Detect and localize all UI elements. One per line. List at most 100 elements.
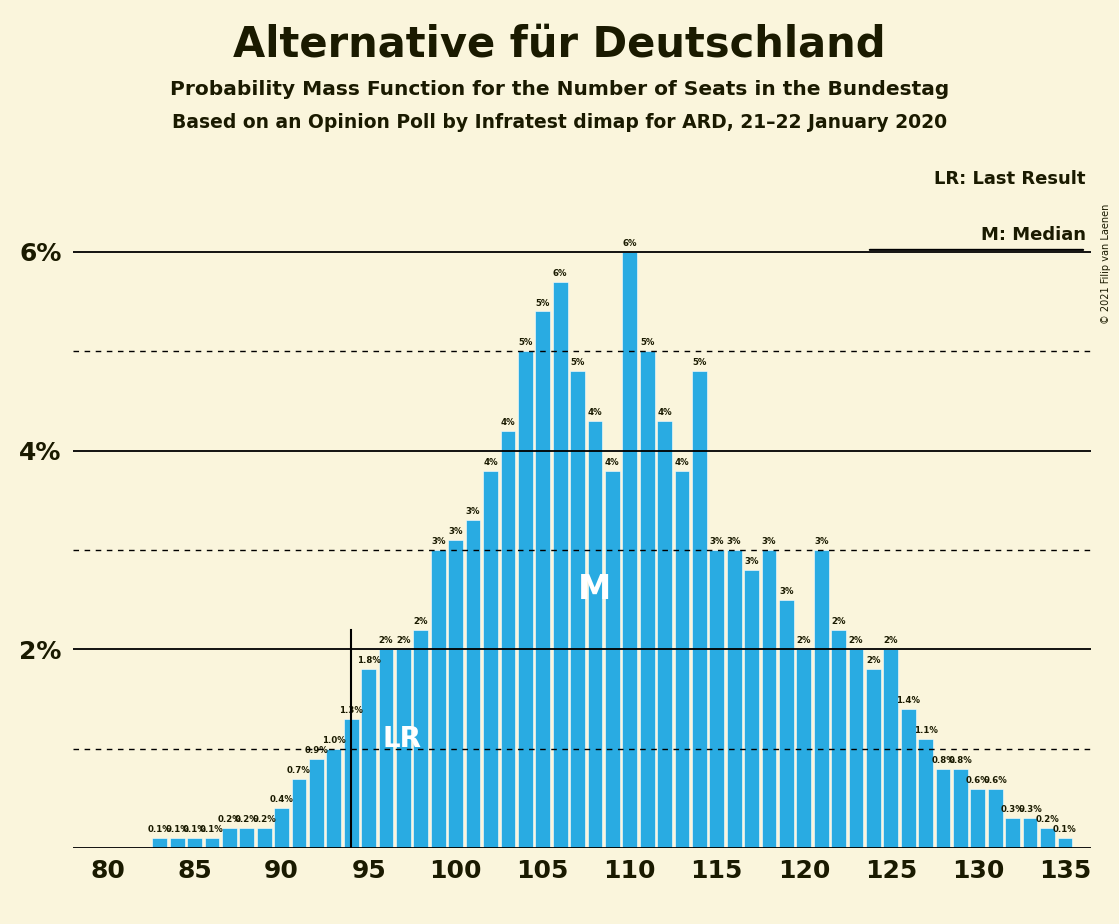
- Text: 1.3%: 1.3%: [339, 706, 364, 715]
- Text: 0.1%: 0.1%: [166, 825, 189, 834]
- Text: 6%: 6%: [553, 269, 567, 278]
- Text: 3%: 3%: [431, 537, 445, 546]
- Bar: [344, 719, 358, 848]
- Bar: [587, 420, 602, 848]
- Text: 0.8%: 0.8%: [949, 756, 972, 765]
- Text: 4%: 4%: [483, 457, 498, 467]
- Bar: [570, 371, 585, 848]
- Bar: [327, 748, 341, 848]
- Text: Probability Mass Function for the Number of Seats in the Bundestag: Probability Mass Function for the Number…: [170, 80, 949, 100]
- Bar: [256, 828, 272, 848]
- Bar: [953, 769, 968, 848]
- Bar: [622, 252, 637, 848]
- Bar: [831, 629, 846, 848]
- Bar: [431, 550, 445, 848]
- Bar: [396, 650, 411, 848]
- Bar: [883, 650, 899, 848]
- Bar: [779, 600, 793, 848]
- Bar: [292, 779, 307, 848]
- Bar: [692, 371, 707, 848]
- Text: 0.6%: 0.6%: [984, 775, 1007, 784]
- Bar: [413, 629, 429, 848]
- Bar: [535, 311, 551, 848]
- Bar: [1040, 828, 1055, 848]
- Bar: [553, 282, 567, 848]
- Text: M: M: [579, 573, 612, 606]
- Text: 0.6%: 0.6%: [966, 775, 990, 784]
- Bar: [726, 550, 742, 848]
- Bar: [901, 709, 915, 848]
- Bar: [1023, 819, 1037, 848]
- Text: 0.2%: 0.2%: [217, 815, 242, 824]
- Bar: [1057, 838, 1072, 848]
- Text: 3%: 3%: [814, 537, 828, 546]
- Text: 4%: 4%: [657, 407, 671, 417]
- Text: 1.4%: 1.4%: [896, 696, 920, 705]
- Text: M: Median: M: Median: [981, 225, 1085, 244]
- Bar: [848, 650, 864, 848]
- Text: 1.8%: 1.8%: [357, 656, 380, 665]
- Bar: [866, 669, 881, 848]
- Bar: [744, 570, 759, 848]
- Text: 0.1%: 0.1%: [1053, 825, 1076, 834]
- Text: 0.8%: 0.8%: [931, 756, 955, 765]
- Bar: [466, 520, 480, 848]
- Bar: [797, 650, 811, 848]
- Bar: [361, 669, 376, 848]
- Text: 2%: 2%: [396, 637, 411, 646]
- Text: 4%: 4%: [587, 407, 602, 417]
- Bar: [239, 828, 254, 848]
- Text: 4%: 4%: [675, 457, 689, 467]
- Bar: [187, 838, 201, 848]
- Bar: [152, 838, 167, 848]
- Text: 5%: 5%: [518, 338, 533, 347]
- Text: 0.2%: 0.2%: [1035, 815, 1060, 824]
- Text: 2%: 2%: [831, 616, 846, 626]
- Bar: [170, 838, 185, 848]
- Text: 2%: 2%: [866, 656, 881, 665]
- Text: 5%: 5%: [693, 359, 706, 367]
- Bar: [309, 759, 323, 848]
- Text: Alternative für Deutschland: Alternative für Deutschland: [233, 23, 886, 65]
- Text: 3%: 3%: [466, 507, 480, 517]
- Bar: [935, 769, 950, 848]
- Text: 3%: 3%: [779, 587, 793, 596]
- Bar: [222, 828, 237, 848]
- Bar: [919, 739, 933, 848]
- Text: 2%: 2%: [379, 637, 393, 646]
- Text: 5%: 5%: [640, 338, 655, 347]
- Bar: [640, 351, 655, 848]
- Text: 0.1%: 0.1%: [148, 825, 171, 834]
- Text: 1.0%: 1.0%: [322, 736, 346, 745]
- Text: 3%: 3%: [727, 537, 742, 546]
- Bar: [378, 650, 394, 848]
- Bar: [814, 550, 828, 848]
- Bar: [518, 351, 533, 848]
- Text: 0.4%: 0.4%: [270, 796, 293, 805]
- Text: © 2021 Filip van Laenen: © 2021 Filip van Laenen: [1101, 203, 1110, 323]
- Text: 2%: 2%: [849, 637, 863, 646]
- Text: 0.3%: 0.3%: [1018, 806, 1042, 814]
- Bar: [762, 550, 777, 848]
- Text: 5%: 5%: [536, 298, 549, 308]
- Text: 2%: 2%: [884, 637, 899, 646]
- Text: 3%: 3%: [449, 527, 463, 536]
- Text: 2%: 2%: [797, 637, 811, 646]
- Bar: [657, 420, 671, 848]
- Bar: [205, 838, 219, 848]
- Text: 0.7%: 0.7%: [288, 766, 311, 774]
- Text: 0.2%: 0.2%: [252, 815, 276, 824]
- Text: 5%: 5%: [571, 359, 585, 367]
- Text: 0.9%: 0.9%: [304, 746, 328, 755]
- Bar: [988, 788, 1003, 848]
- Bar: [449, 541, 463, 848]
- Text: 3%: 3%: [762, 537, 777, 546]
- Text: LR: LR: [383, 725, 422, 753]
- Bar: [500, 431, 515, 848]
- Text: 0.2%: 0.2%: [235, 815, 258, 824]
- Text: 4%: 4%: [500, 418, 515, 427]
- Text: Based on an Opinion Poll by Infratest dimap for ARD, 21–22 January 2020: Based on an Opinion Poll by Infratest di…: [172, 113, 947, 132]
- Bar: [483, 470, 498, 848]
- Text: 0.3%: 0.3%: [1000, 806, 1025, 814]
- Text: 0.1%: 0.1%: [200, 825, 224, 834]
